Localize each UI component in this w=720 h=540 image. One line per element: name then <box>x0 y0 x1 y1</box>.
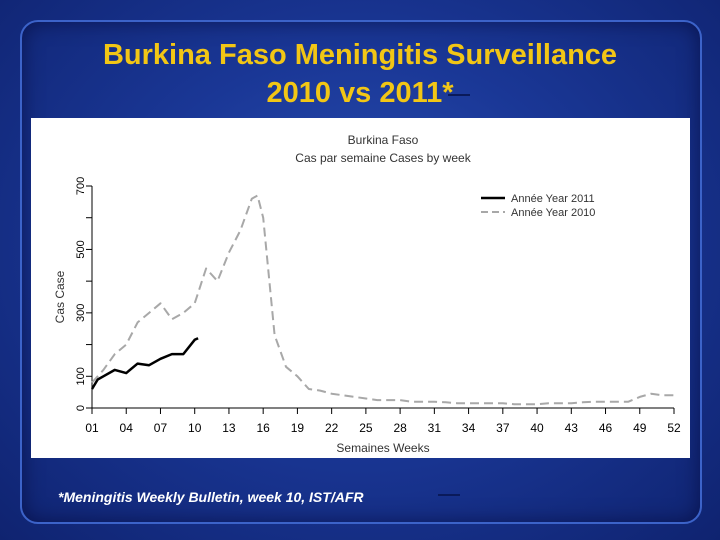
footnote: *Meningitis Weekly Bulletin, week 10, IS… <box>58 489 364 505</box>
x-axis-label: Semaines Weeks <box>336 441 429 455</box>
x-tick-label: 22 <box>325 421 339 435</box>
slide-frame <box>20 20 702 524</box>
slide-title-line-2: 2010 vs 2011* <box>266 77 454 109</box>
x-tick-label: 10 <box>188 421 202 435</box>
y-tick-label: 300 <box>75 304 87 322</box>
x-tick-label: 07 <box>154 421 168 435</box>
x-tick-label: 19 <box>291 421 305 435</box>
x-tick-label: 04 <box>120 421 134 435</box>
title-accent-line <box>448 94 470 96</box>
x-tick-label: 28 <box>393 421 407 435</box>
x-tick-label: 31 <box>428 421 442 435</box>
y-axis-label: Cas Case <box>53 270 67 323</box>
slide-title: Burkina Faso Meningitis Surveillance 201… <box>0 36 720 112</box>
footnote-accent-line <box>438 494 460 496</box>
y-tick-label: 0 <box>75 405 87 411</box>
x-tick-label: 46 <box>599 421 613 435</box>
x-tick-label: 43 <box>565 421 579 435</box>
x-tick-label: 25 <box>359 421 373 435</box>
chart-panel: Burkina Faso Cas par semaine Cases by wee… <box>31 118 690 458</box>
x-tick-label: 16 <box>256 421 270 435</box>
x-tick-label: 52 <box>667 421 681 435</box>
y-tick-label: 700 <box>75 177 87 195</box>
x-tick-label: 37 <box>496 421 510 435</box>
x-tick-label: 49 <box>633 421 647 435</box>
x-tick-label: 40 <box>530 421 544 435</box>
series-line-2010 <box>91 194 674 406</box>
chart-title: Burkina Faso <box>348 133 419 147</box>
legend-label: Année Year 2010 <box>511 207 595 219</box>
series-line-2011 <box>90 337 199 390</box>
legend-label: Année Year 2011 <box>511 193 595 205</box>
chart-svg: Burkina Faso Cas par semaine Cases by wee… <box>53 133 681 455</box>
x-tick-label: 13 <box>222 421 236 435</box>
x-tick-label: 01 <box>85 421 99 435</box>
y-tick-label: 100 <box>75 367 87 385</box>
x-tick-label: 34 <box>462 421 476 435</box>
chart-subtitle: Cas par semaine Cases by week <box>295 151 471 165</box>
slide-title-line-1: Burkina Faso Meningitis Surveillance <box>102 39 618 71</box>
y-tick-label: 500 <box>75 240 87 258</box>
